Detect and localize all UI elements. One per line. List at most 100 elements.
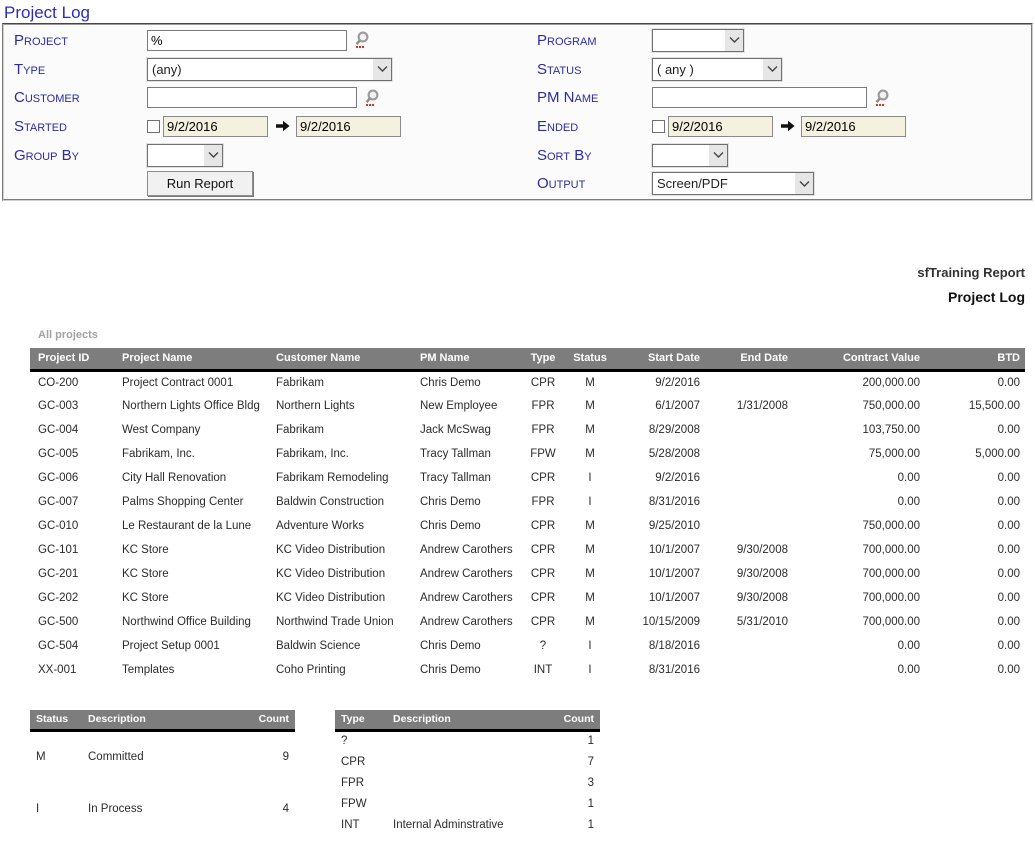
cell-contract-value: 700,000.00 <box>862 544 920 556</box>
cell-status: I <box>588 640 592 652</box>
cell-contract-value: 0.00 <box>897 472 920 484</box>
cell-project-id: GC-201 <box>38 568 79 580</box>
started-to-input[interactable] <box>296 115 401 137</box>
cell-contract-value: 700,000.00 <box>862 616 920 628</box>
pm-name-input[interactable] <box>652 87 867 109</box>
status-select[interactable]: ( any ) <box>652 57 782 81</box>
report-name: sfTraining Report <box>917 265 1025 280</box>
cell-project-name: Templates <box>122 664 175 676</box>
cell-end-date: 1/31/2008 <box>736 400 788 412</box>
ended-to-input[interactable] <box>801 115 906 137</box>
col-status: Status <box>564 348 616 372</box>
output-select[interactable]: Screen/PDF <box>652 172 814 196</box>
sort-by-filter-row: Sort By <box>537 141 1031 170</box>
pm-name-lookup-icon[interactable] <box>872 88 892 108</box>
cell-description: In Process <box>88 802 143 815</box>
project-lookup-icon[interactable] <box>352 30 372 50</box>
type-select[interactable]: (any) <box>147 57 392 81</box>
col-end-date: End Date <box>712 348 804 372</box>
cell-pm-name: Andrew Carothers <box>420 592 513 604</box>
program-filter-label: Program <box>537 31 597 49</box>
cell-project-name: City Hall Renovation <box>122 472 227 484</box>
started-from-input[interactable] <box>163 115 268 137</box>
cell-contract-value: 0.00 <box>897 664 920 676</box>
table-row: GC-504 Project Setup 0001 Baldwin Scienc… <box>30 634 1025 658</box>
cell-btd: 0.00 <box>997 664 1020 676</box>
cell-status: M <box>585 520 595 532</box>
project-filter-row: Project <box>14 26 537 55</box>
output-filter-label: Output <box>537 175 586 193</box>
cell-start-date: 9/2/2016 <box>655 472 700 484</box>
cell-description <box>387 793 530 814</box>
cell-project-id: GC-504 <box>38 640 79 652</box>
type-summary-table: Type Description Count ? 1 CPR 7 <box>335 710 600 835</box>
cell-btd: 15,500.00 <box>968 400 1020 412</box>
program-select[interactable] <box>652 28 744 52</box>
run-report-button[interactable]: Run Report <box>147 171 253 197</box>
cell-count: 4 <box>282 802 289 815</box>
col-pm-name: PM Name <box>412 348 522 372</box>
cell-end-date <box>712 370 804 394</box>
cell-contract-value: 750,000.00 <box>862 400 920 412</box>
cell-type: FPR <box>531 496 555 508</box>
cell-project-id: GC-005 <box>38 448 79 460</box>
cell-start-date: 6/1/2007 <box>655 400 700 412</box>
type-summary-row: FPW 1 <box>335 793 600 814</box>
cell-contract-value: 700,000.00 <box>862 568 920 580</box>
cell-start-date: 8/31/2016 <box>648 496 700 508</box>
ended-from-input[interactable] <box>668 115 773 137</box>
project-input[interactable] <box>147 29 347 51</box>
cell-btd: 0.00 <box>997 640 1020 652</box>
cell-btd: 0.00 <box>997 496 1020 508</box>
cell-end-date <box>712 418 804 442</box>
cell-status: M <box>585 616 595 628</box>
cell-status: I <box>588 664 592 676</box>
col-contract-value: Contract Value <box>804 348 930 372</box>
cell-start-date: 8/29/2008 <box>648 424 700 436</box>
status-filter-row: Status ( any ) <box>537 55 1031 84</box>
ended-checkbox[interactable] <box>652 119 665 133</box>
col-project-name: Project Name <box>114 348 268 372</box>
sort-by-select[interactable] <box>652 143 728 167</box>
col-customer-name: Customer Name <box>268 348 412 372</box>
cell-count: 1 <box>587 797 594 810</box>
col-type: Type <box>335 710 387 732</box>
col-description: Description <box>387 710 530 732</box>
customer-lookup-icon[interactable] <box>362 88 382 108</box>
type-summary-row: INT Internal Adminstrative 1 <box>335 814 600 835</box>
ended-filter-label: Ended <box>537 117 579 135</box>
started-checkbox[interactable] <box>147 119 160 133</box>
cell-project-id: GC-004 <box>38 424 79 436</box>
project-log-table: Project ID Project Name Customer Name PM… <box>30 348 1025 682</box>
cell-customer-name: Fabrikam, Inc. <box>276 448 349 460</box>
cell-pm-name: Chris Demo <box>420 376 481 389</box>
cell-pm-name: Chris Demo <box>420 520 481 532</box>
cell-end-date: 5/31/2010 <box>736 616 788 628</box>
cell-pm-name: Chris Demo <box>420 640 481 652</box>
cell-project-id: GC-010 <box>38 520 79 532</box>
table-row: GC-007 Palms Shopping Center Baldwin Con… <box>30 490 1025 514</box>
cell-end-date: 9/30/2008 <box>736 544 788 556</box>
cell-btd: 0.00 <box>997 376 1020 389</box>
type-summary-row: FPR 3 <box>335 772 600 793</box>
cell-project-id: CO-200 <box>38 376 79 389</box>
status-summary-row: M Committed 9 <box>30 730 295 783</box>
cell-type: ? <box>539 640 547 652</box>
cell-type-code: CPR <box>341 755 366 768</box>
cell-status: M <box>585 424 595 436</box>
cell-end-date <box>712 658 804 682</box>
cell-end-date <box>712 466 804 490</box>
chevron-down-icon <box>373 58 391 80</box>
group-by-select[interactable] <box>147 143 223 167</box>
customer-input[interactable] <box>147 87 357 109</box>
cell-customer-name: KC Video Distribution <box>276 592 386 604</box>
cell-customer-name: Coho Printing <box>276 664 346 676</box>
chevron-down-icon <box>795 173 813 195</box>
cell-project-id: GC-006 <box>38 472 79 484</box>
status-filter-label: Status <box>537 60 582 78</box>
cell-count: 7 <box>587 755 594 768</box>
cell-description: Internal Adminstrative <box>393 818 504 831</box>
status-summary-row: I In Process 4 <box>30 783 295 836</box>
cell-project-id: GC-202 <box>38 592 79 604</box>
cell-start-date: 5/28/2008 <box>648 448 700 460</box>
